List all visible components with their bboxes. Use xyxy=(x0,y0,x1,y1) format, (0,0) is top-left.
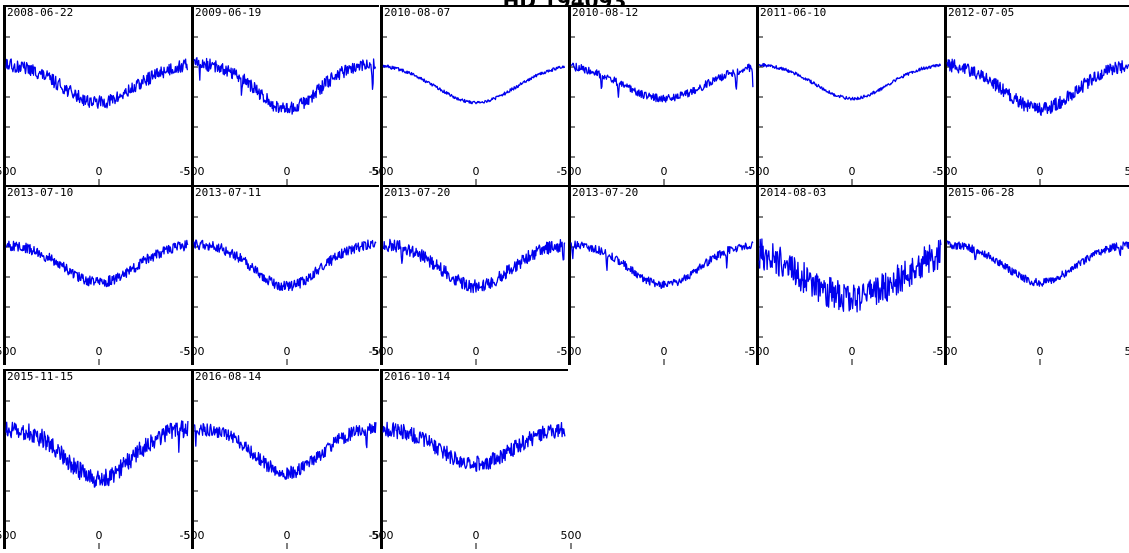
spectrum-line xyxy=(570,240,754,290)
x-tick-label: 0 xyxy=(284,165,291,178)
panel-date-label: 2012-07-05 xyxy=(948,6,1015,19)
panel-date-label: 2016-10-14 xyxy=(384,370,451,383)
spectrum-line xyxy=(382,421,566,472)
spectrum-panel: -50005002015-11-15 xyxy=(0,369,205,549)
x-tick-label: 0 xyxy=(284,345,291,358)
spectrum-line xyxy=(5,58,189,109)
x-tick-label: 500 xyxy=(561,529,582,542)
x-tick-label: 0 xyxy=(473,165,480,178)
spectrum-panel: -50005002014-08-03 xyxy=(745,185,958,365)
spectrum-panel: -500 0 500 2015-06-28 xyxy=(933,185,1129,365)
x-tick-label: -500 xyxy=(0,345,16,358)
spectrum-line xyxy=(193,239,377,292)
x-tick-label: 500 xyxy=(1125,345,1129,358)
x-tick-label: -500 xyxy=(557,165,582,178)
x-tick-label: 0 xyxy=(473,345,480,358)
spectrum-line xyxy=(5,239,189,288)
spectrum-line xyxy=(946,58,1129,116)
spectrum-panel: -500 0 500 2012-07-05 xyxy=(933,5,1129,185)
x-tick-label: -500 xyxy=(180,529,205,542)
panel-date-label: 2014-08-03 xyxy=(760,186,827,199)
spectrum-plot: -500 0 500 xyxy=(933,36,1129,185)
x-tick-label: -500 xyxy=(933,165,958,178)
spectrum-panel: -50005002013-07-20 xyxy=(369,185,582,365)
spectrum-line xyxy=(382,238,566,294)
panel-date-label: 2015-11-15 xyxy=(7,370,74,383)
x-tick-label: 500 xyxy=(1125,165,1129,178)
spectrum-line xyxy=(758,238,942,313)
panel-date-label: 2016-08-14 xyxy=(195,370,262,383)
panel-date-label: 2013-07-10 xyxy=(7,186,74,199)
x-tick-label: 0 xyxy=(1037,345,1044,358)
spectrum-panel: -50005002011-06-10 xyxy=(745,5,958,185)
panel-date-label: 2013-07-20 xyxy=(572,186,639,199)
x-tick-label: 0 xyxy=(661,345,668,358)
panel-date-label: 2009-06-19 xyxy=(195,6,262,19)
spectrum-line xyxy=(946,240,1129,287)
panel-date-label: 2013-07-20 xyxy=(384,186,451,199)
spectrum-line xyxy=(758,62,942,101)
spectrum-panel: -50005002013-07-10 xyxy=(0,185,205,365)
spectrum-panel: -50005002013-07-20 xyxy=(557,185,770,365)
x-tick-label: 0 xyxy=(849,345,856,358)
spectrum-panel: -50005002008-06-22 xyxy=(0,5,205,185)
x-tick-label: -500 xyxy=(0,165,16,178)
x-tick-label: -500 xyxy=(933,345,958,358)
x-tick-label: 0 xyxy=(849,165,856,178)
x-tick-label: -500 xyxy=(369,165,394,178)
x-tick-label: -500 xyxy=(745,345,770,358)
panel-date-label: 2010-08-12 xyxy=(572,6,639,19)
x-tick-label: -500 xyxy=(745,165,770,178)
panel-date-label: 2013-07-11 xyxy=(195,186,262,199)
panel-date-label: 2015-06-28 xyxy=(948,186,1015,199)
x-tick-label: 0 xyxy=(96,529,103,542)
spectrum-line xyxy=(193,57,377,115)
x-tick-label: 0 xyxy=(96,165,103,178)
x-tick-label: -500 xyxy=(180,165,205,178)
spectrum-panel: -500 0 500 2016-10-14 xyxy=(369,369,582,549)
spectrum-panel: -50005002010-08-07 xyxy=(369,5,582,185)
panel-date-label: 2010-08-07 xyxy=(384,6,451,19)
panel-date-label: 2011-06-10 xyxy=(760,6,827,19)
x-tick-label: -500 xyxy=(369,529,394,542)
x-tick-label: -500 xyxy=(0,529,16,542)
x-tick-label: -500 xyxy=(557,345,582,358)
spectrum-line xyxy=(382,64,565,105)
spectrum-plot: -500 0 500 xyxy=(369,400,582,549)
x-tick-label: 0 xyxy=(473,529,480,542)
spectrum-plot: -500 0 500 xyxy=(933,216,1129,365)
x-tick-label: 0 xyxy=(661,165,668,178)
x-tick-label: -500 xyxy=(180,345,205,358)
spectrum-panel: -50005002013-07-11 xyxy=(180,185,393,365)
panel-date-label: 2008-06-22 xyxy=(7,6,74,19)
x-tick-label: 0 xyxy=(1037,165,1044,178)
spectrum-line xyxy=(570,62,754,103)
x-tick-label: -500 xyxy=(369,345,394,358)
spectrum-line xyxy=(5,420,189,488)
x-tick-label: 0 xyxy=(284,529,291,542)
x-tick-label: 0 xyxy=(96,345,103,358)
spectrum-line xyxy=(193,421,377,480)
spectrum-panel: -50005002010-08-12 xyxy=(557,5,770,185)
spectrum-panel: -50005002009-06-19 xyxy=(180,5,393,185)
